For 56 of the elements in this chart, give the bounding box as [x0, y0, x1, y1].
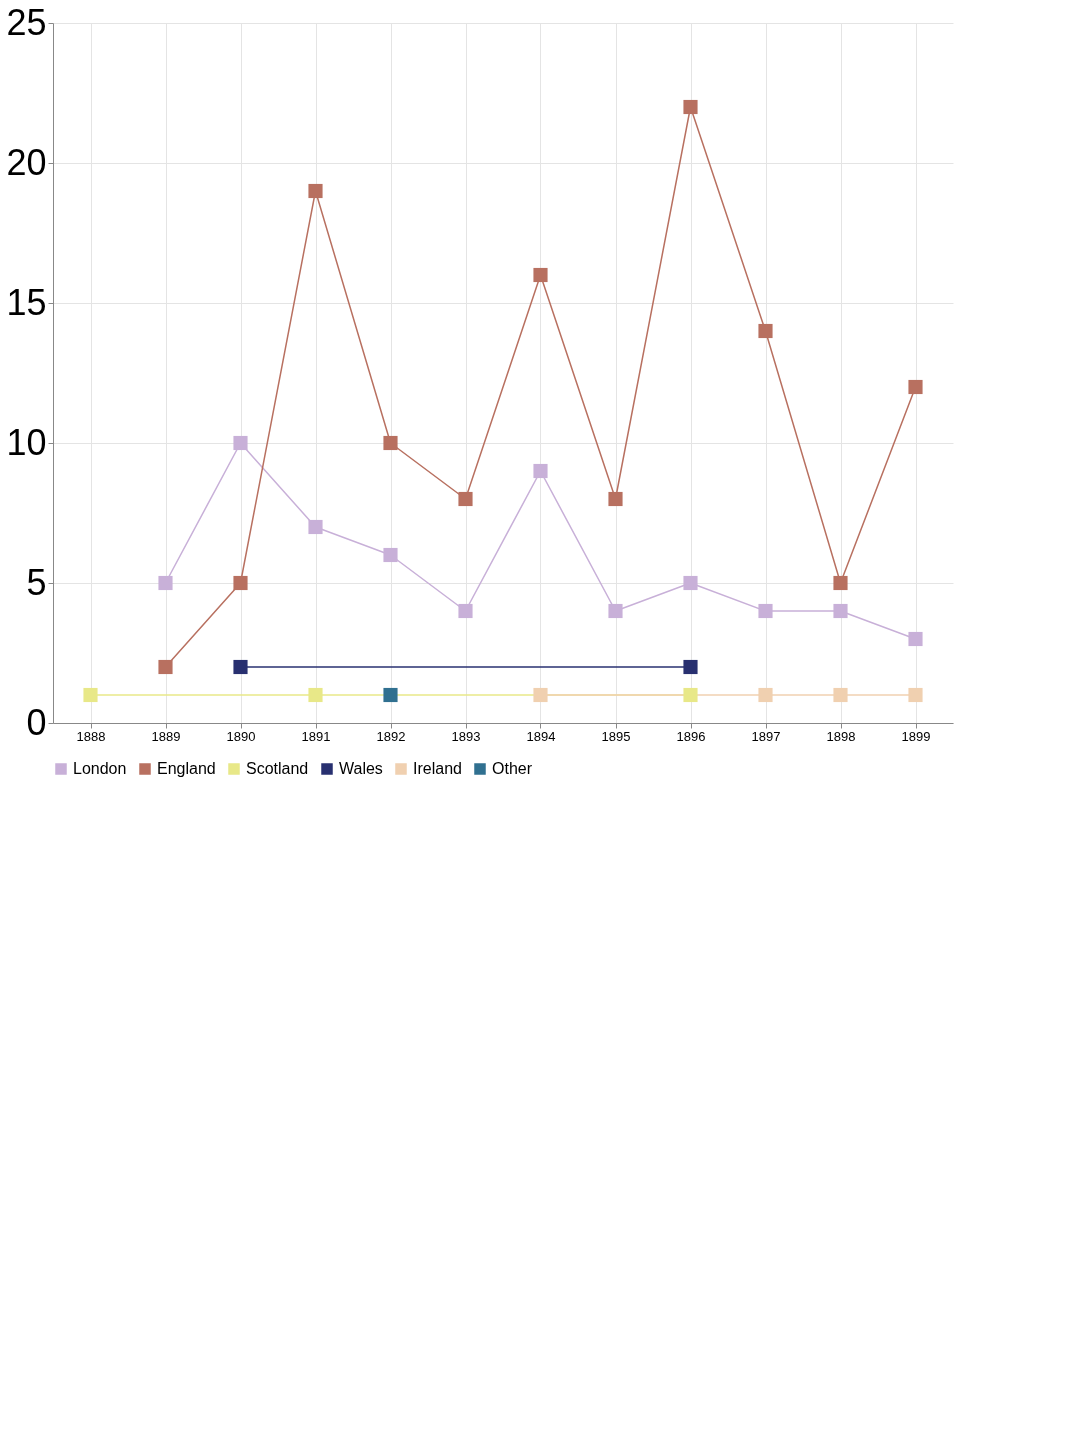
point — [308, 687, 323, 703]
point — [458, 491, 473, 507]
point — [383, 547, 398, 563]
y-tick-label: 20 — [6, 141, 47, 183]
point — [383, 435, 398, 451]
point — [308, 519, 323, 535]
point — [83, 687, 98, 703]
y-tick-label: 15 — [6, 281, 47, 323]
x-tick-label: 1894 — [526, 728, 556, 744]
legend-label: Scotland — [246, 760, 309, 777]
point — [533, 463, 548, 479]
x-tick-label: 1891 — [301, 728, 331, 744]
point — [758, 323, 773, 339]
x-tick-label: 1893 — [451, 728, 481, 744]
point — [233, 435, 248, 451]
x-tick-label: 1898 — [826, 728, 856, 744]
x-tick-label: 1899 — [901, 728, 931, 744]
point — [683, 99, 698, 115]
legend-label: London — [73, 760, 127, 777]
point — [233, 659, 248, 675]
legend-label: Other — [492, 760, 533, 777]
point — [533, 267, 548, 283]
y-tick-label: 25 — [6, 1, 47, 43]
x-tick-label: 1896 — [676, 728, 706, 744]
point — [908, 379, 923, 395]
x-tick-label: 1897 — [751, 728, 781, 744]
point — [158, 659, 173, 675]
y-tick-label: 10 — [6, 421, 47, 463]
point — [758, 603, 773, 619]
x-tick-label: 1888 — [76, 728, 106, 744]
point — [308, 183, 323, 199]
point — [458, 603, 473, 619]
point — [683, 687, 698, 703]
point — [758, 687, 773, 703]
x-tick-label: 1890 — [226, 728, 256, 744]
point — [608, 491, 623, 507]
point — [158, 575, 173, 591]
point — [683, 575, 698, 591]
point — [908, 631, 923, 647]
point — [833, 575, 848, 591]
legend-label: Wales — [339, 760, 383, 777]
legend-label: England — [157, 760, 216, 777]
legend-label: Ireland — [413, 760, 462, 777]
x-tick-label: 1892 — [376, 728, 406, 744]
point — [233, 575, 248, 591]
point — [383, 687, 398, 703]
y-tick-label: 5 — [26, 561, 47, 603]
point — [608, 603, 623, 619]
point — [908, 687, 923, 703]
y-tick-label: 0 — [26, 701, 47, 743]
point — [833, 603, 848, 619]
x-tick-label: 1895 — [601, 728, 631, 744]
point — [833, 687, 848, 703]
point — [683, 659, 698, 675]
point — [533, 687, 548, 703]
x-tick-label: 1889 — [151, 728, 181, 744]
